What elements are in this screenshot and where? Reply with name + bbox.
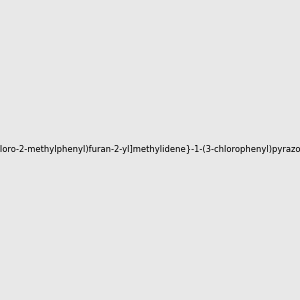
Text: (4E)-4-{[5-(3-chloro-2-methylphenyl)furan-2-yl]methylidene}-1-(3-chlorophenyl)py: (4E)-4-{[5-(3-chloro-2-methylphenyl)fura… (0, 146, 300, 154)
